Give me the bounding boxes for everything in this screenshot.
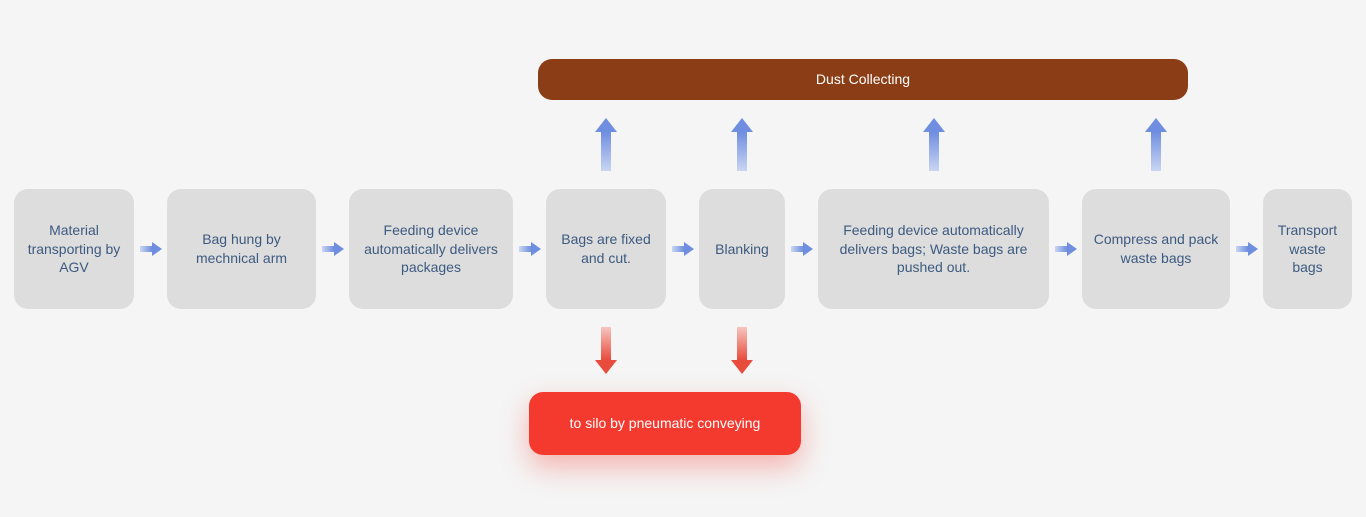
arrow-right-icon [791,242,813,256]
arrow-up-icon [731,118,753,171]
flow-node-n7: Compress and pack waste bags [1082,189,1230,309]
flow-node-dust: Dust Collecting [538,59,1188,100]
flow-node-n1: Material transporting by AGV [14,189,134,309]
flow-diagram: Dust Collecting Material transporting by … [0,0,1366,517]
arrow-up-icon [923,118,945,171]
flow-node-n8: Transport waste bags [1263,189,1352,309]
flow-node-n2: Bag hung by mechnical arm [167,189,316,309]
flow-node-n4: Bags are fixed and cut. [546,189,666,309]
arrow-up-icon [595,118,617,171]
flow-node-n5: Blanking [699,189,785,309]
flow-node-n3: Feeding device automatically delivers pa… [349,189,513,309]
arrow-right-icon [519,242,541,256]
arrow-right-icon [1236,242,1258,256]
arrow-up-icon [1145,118,1167,171]
arrow-down-icon [731,327,753,374]
flow-node-silo: to silo by pneumatic conveying [529,392,801,455]
arrow-right-icon [672,242,694,256]
arrow-right-icon [1055,242,1077,256]
arrow-down-icon [595,327,617,374]
flow-node-n6: Feeding device automatically delivers ba… [818,189,1049,309]
arrow-right-icon [322,242,344,256]
arrow-right-icon [140,242,162,256]
